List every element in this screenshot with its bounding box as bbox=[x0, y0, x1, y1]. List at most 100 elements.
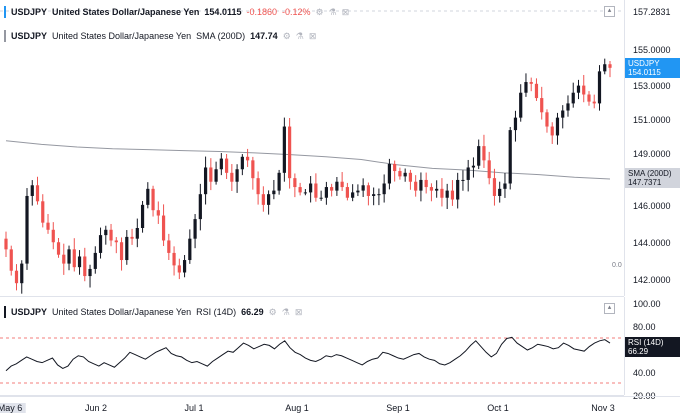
date-tick: Oct 1 bbox=[487, 403, 509, 413]
sma-indicator: SMA (200D) bbox=[196, 31, 246, 41]
candle-body bbox=[246, 156, 250, 161]
candle-body bbox=[240, 156, 244, 170]
rsi-chart-canvas[interactable] bbox=[0, 297, 624, 395]
sma-symbol: USDJPY bbox=[11, 31, 48, 41]
sma-value: 147.74 bbox=[250, 31, 278, 41]
sma-price-tag: SMA (200D) 147.7371 bbox=[625, 168, 680, 188]
candle-body bbox=[224, 158, 229, 173]
candle-body bbox=[30, 185, 34, 196]
candle-body bbox=[356, 190, 360, 193]
candle-body bbox=[214, 169, 218, 182]
candle-body bbox=[261, 194, 265, 205]
candle-body bbox=[435, 188, 439, 191]
candle-body bbox=[77, 256, 82, 268]
sma-tag-label: SMA (200D) bbox=[628, 169, 672, 178]
candle-body bbox=[477, 146, 481, 166]
candle-body bbox=[540, 98, 544, 113]
candle-body bbox=[324, 187, 328, 198]
candle-body bbox=[177, 265, 181, 273]
candle-body bbox=[377, 194, 381, 196]
rsi-tick: 40.00 bbox=[633, 368, 656, 378]
candle-body bbox=[450, 190, 455, 200]
candle-body bbox=[293, 178, 297, 188]
candle-body bbox=[14, 270, 19, 284]
candle-body bbox=[545, 112, 549, 127]
price-chart-canvas[interactable] bbox=[0, 0, 624, 296]
candle-body bbox=[193, 219, 197, 239]
candle-body bbox=[303, 192, 307, 194]
candle-body bbox=[419, 179, 423, 191]
rsi-symbol: USDJPY bbox=[11, 307, 48, 317]
price-axis[interactable]: 157.2831 155.0000 153.0000 151.0000 149.… bbox=[624, 0, 680, 296]
rsi-value-tag: RSI (14D) 66.29 bbox=[625, 337, 680, 357]
flask-icon[interactable]: ⚗ bbox=[281, 306, 290, 317]
candle-body bbox=[576, 85, 581, 93]
candle-body bbox=[466, 167, 470, 180]
main-name: United States Dollar/Japanese Yen bbox=[52, 7, 200, 17]
close-icon[interactable]: ⊠ bbox=[294, 306, 303, 317]
candle-body bbox=[125, 236, 129, 261]
rsi-legend[interactable]: USDJPY United States Dollar/Japanese Yen… bbox=[4, 306, 302, 318]
candle-body bbox=[4, 238, 8, 250]
settings-icon[interactable]: ⚙ bbox=[315, 6, 324, 17]
main-legend[interactable]: USDJPY United States Dollar/Japanese Yen… bbox=[4, 6, 349, 18]
candle-body bbox=[529, 82, 533, 84]
current-price-tag-label: USDJPY bbox=[628, 59, 660, 68]
candle-body bbox=[414, 181, 418, 191]
candle-body bbox=[256, 178, 260, 195]
current-price-tag: USDJPY 154.0115 bbox=[625, 58, 680, 78]
candle-body bbox=[519, 92, 523, 118]
main-price: 154.0115 bbox=[204, 7, 242, 17]
flask-icon[interactable]: ⚗ bbox=[328, 6, 337, 17]
time-axis[interactable]: May 6 Jun 2 Jul 1 Aug 1 Sep 1 Oct 1 Nov … bbox=[0, 396, 680, 417]
settings-icon[interactable]: ⚙ bbox=[268, 306, 277, 317]
sma-legend[interactable]: USDJPY United States Dollar/Japanese Yen… bbox=[4, 30, 316, 42]
candle-body bbox=[482, 146, 486, 161]
candle-body bbox=[382, 183, 386, 195]
settings-icon[interactable]: ⚙ bbox=[282, 30, 291, 41]
candle-body bbox=[429, 187, 434, 191]
candle-body bbox=[513, 117, 518, 131]
candle-body bbox=[230, 172, 234, 182]
date-tick: May 6 bbox=[0, 403, 26, 413]
candle-body bbox=[282, 126, 286, 173]
candle-body bbox=[372, 194, 376, 196]
close-icon[interactable]: ⊠ bbox=[341, 6, 350, 17]
rsi-line bbox=[5, 336, 611, 372]
price-tick: 144.0000 bbox=[633, 238, 671, 248]
candle-body bbox=[555, 117, 560, 136]
rsi-pane[interactable]: USDJPY United States Dollar/Japanese Yen… bbox=[0, 297, 624, 396]
price-tick: 157.2831 bbox=[633, 7, 671, 17]
close-icon[interactable]: ⊠ bbox=[308, 30, 317, 41]
candle-body bbox=[461, 179, 465, 181]
candle-body bbox=[298, 187, 302, 193]
pane-maximize-icon[interactable]: ▴ bbox=[604, 303, 615, 314]
candle-body bbox=[188, 238, 192, 261]
candle-body bbox=[46, 222, 50, 230]
candle-body bbox=[20, 263, 24, 284]
candle-body bbox=[88, 268, 92, 277]
main-change: -0.1860 bbox=[246, 7, 277, 17]
flask-icon[interactable]: ⚗ bbox=[295, 30, 304, 41]
price-tick: 146.0000 bbox=[633, 201, 671, 211]
current-price-tag-value: 154.0115 bbox=[628, 68, 661, 77]
rsi-value: 66.29 bbox=[241, 307, 264, 317]
candle-body bbox=[235, 169, 239, 182]
candle-body bbox=[198, 194, 202, 220]
pane-maximize-icon[interactable]: ▴ bbox=[604, 6, 615, 17]
candle-body bbox=[361, 185, 365, 191]
candle-body bbox=[309, 183, 313, 193]
price-tick: 142.0000 bbox=[633, 275, 671, 285]
candle-body bbox=[135, 228, 139, 239]
main-symbol: USDJPY bbox=[11, 7, 48, 17]
sma-polyline bbox=[5, 140, 611, 180]
candle-body bbox=[330, 187, 334, 191]
legend-color-bar bbox=[4, 6, 6, 18]
candle-body bbox=[550, 126, 554, 136]
price-chart-pane[interactable]: USDJPY United States Dollar/Japanese Yen… bbox=[0, 0, 624, 297]
candle-body bbox=[56, 242, 61, 255]
candle-body bbox=[67, 249, 71, 264]
candle-body bbox=[366, 185, 370, 196]
date-tick: Aug 1 bbox=[285, 403, 309, 413]
candle-body bbox=[345, 187, 349, 198]
